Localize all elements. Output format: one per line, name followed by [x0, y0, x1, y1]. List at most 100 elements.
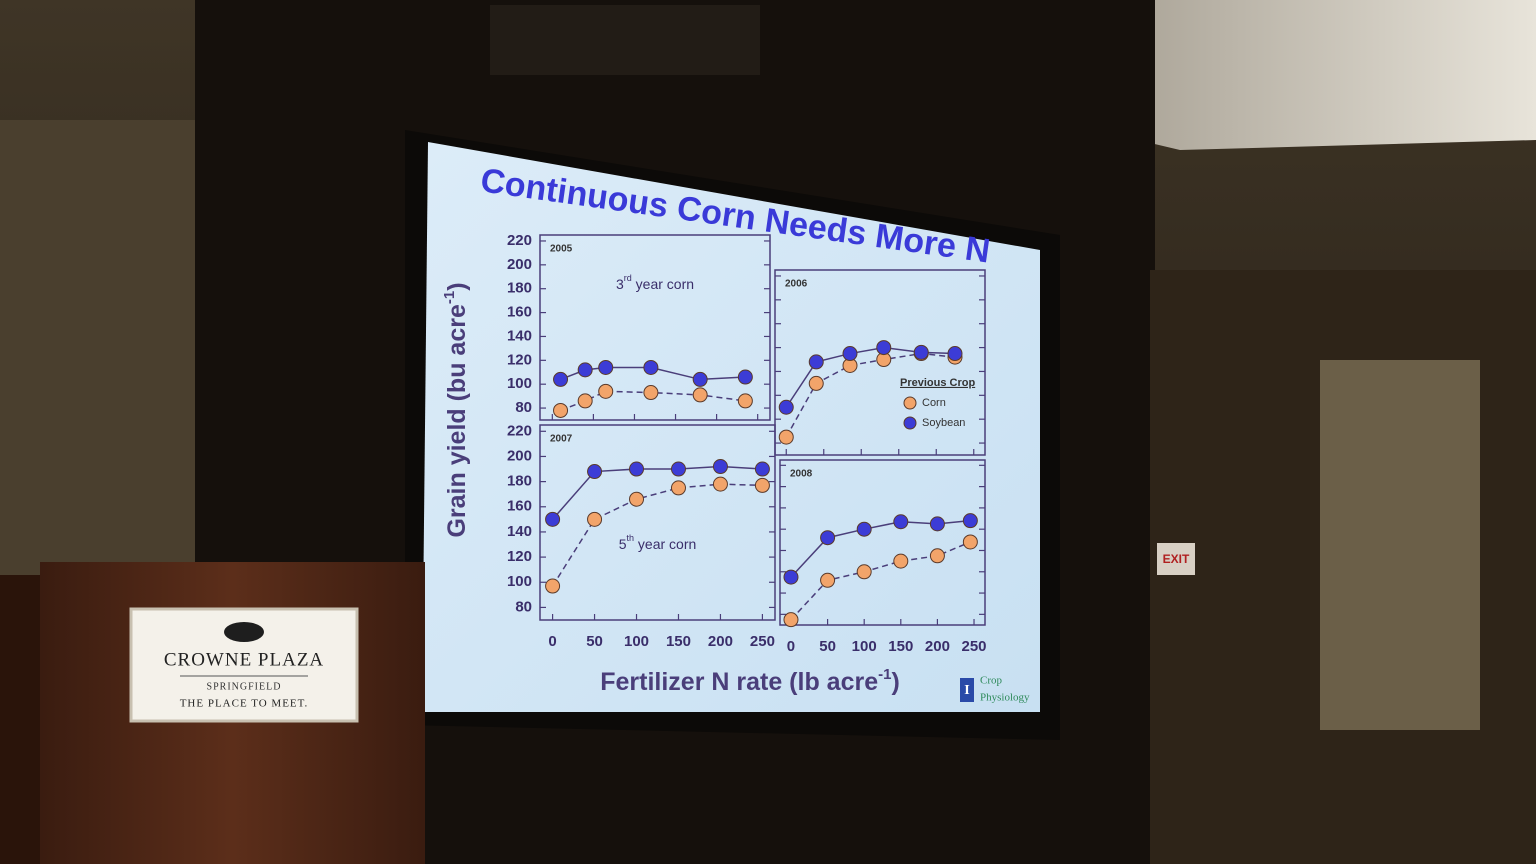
data-point	[553, 402, 569, 418]
data-point	[929, 516, 945, 532]
y-tick-label: 180	[507, 280, 532, 297]
vent	[490, 5, 760, 75]
annotation-number: 5	[619, 536, 627, 552]
annotation-text: year corn	[634, 536, 696, 552]
x-tick-label: 100	[624, 633, 649, 650]
data-point	[754, 477, 770, 493]
legend-swatch	[903, 416, 917, 430]
data-point	[692, 371, 708, 387]
y-axis-label-sup: -1	[441, 291, 458, 304]
data-point	[808, 375, 824, 391]
legend-label: Soybean	[922, 417, 965, 429]
x-axis-label-sup: -1	[878, 666, 891, 683]
logo-line2: Physiology	[980, 692, 1030, 704]
data-point	[545, 511, 561, 527]
x-tick-label: 0	[787, 638, 795, 655]
panel-year: 2008	[790, 469, 813, 480]
data-point	[587, 464, 603, 480]
sign-city: SPRINGFIELD	[207, 681, 282, 692]
x-axis-label-end: )	[891, 668, 899, 696]
data-point	[893, 514, 909, 530]
panel-year: 2006	[785, 279, 808, 290]
data-point	[598, 359, 614, 375]
data-point	[643, 385, 659, 401]
plot-frame	[774, 269, 986, 456]
y-tick-label: 100	[507, 573, 532, 590]
annotation-text: year corn	[632, 276, 694, 292]
data-point	[643, 359, 659, 375]
data-point	[712, 459, 728, 475]
data-point	[692, 387, 708, 403]
sign-brand: CROWNE PLAZA	[164, 649, 324, 670]
y-tick-label: 200	[507, 256, 532, 273]
data-point	[962, 513, 978, 529]
data-point	[893, 553, 909, 569]
x-tick-label: 250	[750, 633, 775, 650]
y-axis-label-end: )	[443, 282, 471, 290]
y-tick-label: 100	[507, 375, 532, 392]
fit-line	[551, 483, 763, 587]
panel-year: 2005	[550, 244, 573, 255]
logo-line1: Crop	[980, 675, 1003, 687]
annotation-number: 3	[616, 276, 624, 292]
data-point	[670, 480, 686, 496]
data-point	[856, 521, 872, 537]
fit-line	[785, 352, 956, 438]
legend-title: Previous Crop	[900, 377, 975, 389]
x-axis-label-text: Fertilizer N rate (lb acre	[600, 668, 878, 696]
y-tick-label: 220	[507, 422, 532, 439]
data-point	[783, 569, 799, 585]
plot-frame	[539, 234, 771, 421]
x-tick-label: 200	[708, 633, 733, 650]
slide	[422, 142, 1040, 712]
x-tick-label: 200	[925, 638, 950, 655]
x-tick-label: 100	[852, 638, 877, 655]
y-tick-label: 160	[507, 304, 532, 321]
data-point	[808, 354, 824, 370]
panel-year: 2007	[550, 434, 573, 445]
y-axis-label-text: Grain yield (bu acre	[443, 304, 471, 538]
logo-mark: I	[964, 683, 969, 698]
data-point	[778, 399, 794, 415]
y-tick-label: 80	[515, 399, 532, 416]
x-tick-label: 50	[819, 638, 836, 655]
y-tick-label: 140	[507, 523, 532, 540]
data-point	[737, 393, 753, 409]
sign-emblem	[224, 622, 264, 642]
podium-side	[0, 575, 40, 864]
annotation-sup: th	[627, 533, 635, 543]
data-point	[820, 572, 836, 588]
door-panel	[1320, 360, 1480, 730]
data-point	[629, 491, 645, 507]
y-axis-label: Grain yield (bu acre-1)	[441, 282, 471, 537]
data-point	[754, 461, 770, 477]
data-point	[577, 393, 593, 409]
y-tick-label: 220	[507, 232, 532, 249]
y-tick-label: 200	[507, 447, 532, 464]
data-point	[856, 564, 872, 580]
y-tick-label: 120	[507, 351, 532, 368]
data-point	[737, 369, 753, 385]
x-tick-label: 150	[666, 633, 691, 650]
exit-sign	[1157, 543, 1195, 575]
data-point	[577, 362, 593, 378]
data-point	[962, 534, 978, 550]
logo-box	[960, 678, 974, 702]
x-tick-label: 50	[586, 633, 603, 650]
y-tick-label: 160	[507, 498, 532, 515]
x-tick-label: 250	[962, 638, 987, 655]
y-tick-label: 80	[515, 598, 532, 615]
data-point	[947, 346, 963, 362]
data-point	[553, 371, 569, 387]
x-axis-label: Fertilizer N rate (lb acre-1)	[600, 666, 900, 696]
data-point	[913, 344, 929, 360]
plot-frame	[779, 459, 986, 626]
data-point	[598, 383, 614, 399]
data-point	[929, 548, 945, 564]
y-tick-label: 180	[507, 473, 532, 490]
exit-text: EXIT	[1163, 552, 1190, 566]
plot-frame	[539, 424, 776, 621]
data-point	[670, 461, 686, 477]
